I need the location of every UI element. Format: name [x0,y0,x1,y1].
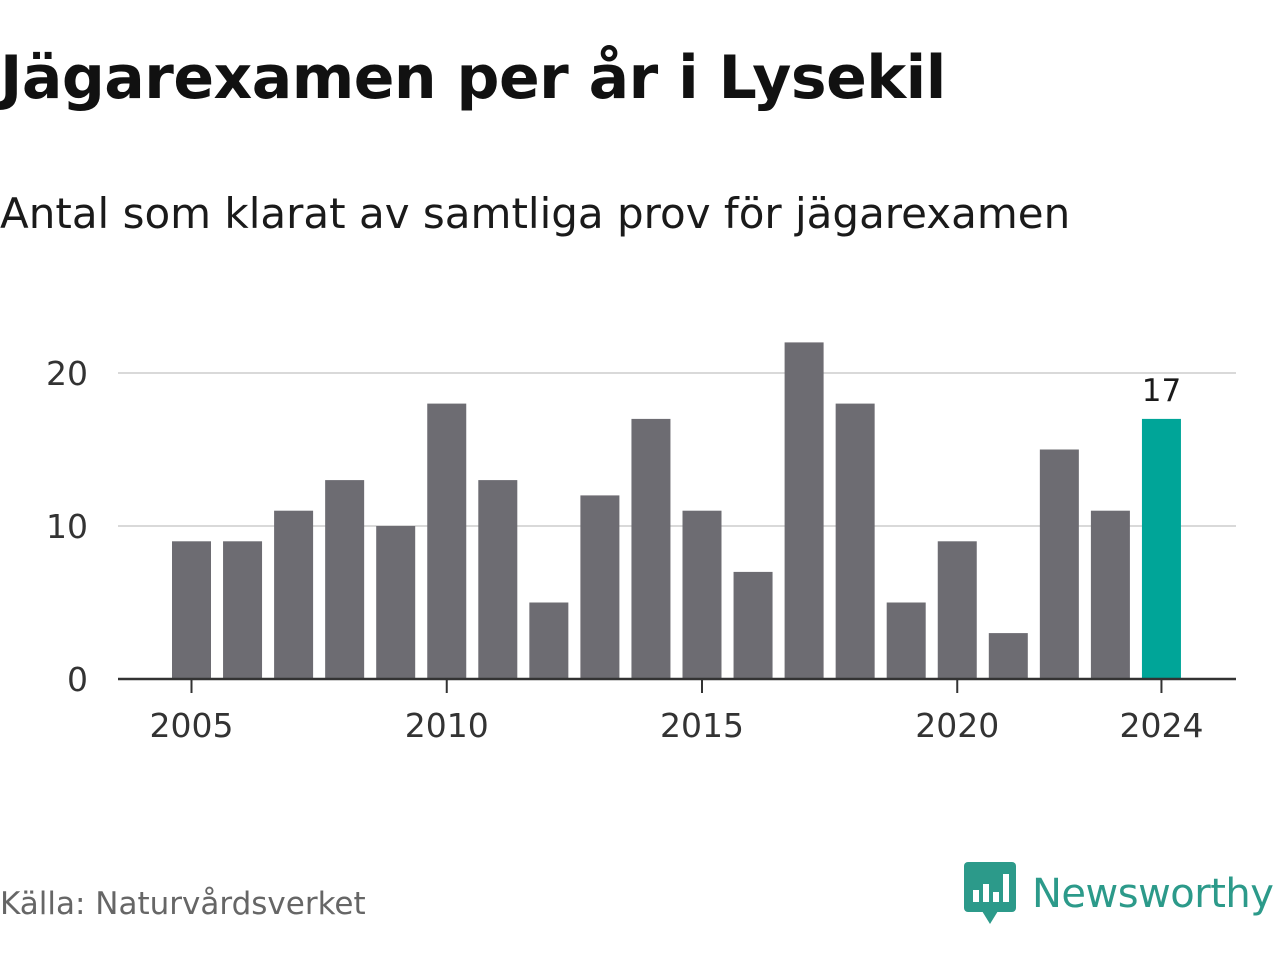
bar [427,403,467,679]
bar-highlight [1141,418,1181,679]
bar [631,418,671,679]
bar [937,541,977,679]
y-tick-label: 20 [46,354,88,393]
bar [325,480,365,679]
chart-title: Jägarexamen per år i Lysekil [0,43,946,113]
bar [274,510,314,679]
x-tick-label: 2015 [660,706,744,745]
bar [1090,510,1130,679]
axes [118,677,1236,693]
bar [835,403,875,679]
y-tick-label: 10 [46,507,88,546]
bar [376,526,416,679]
bar [529,602,569,679]
brand-logo: Newsworthy [964,862,1274,926]
bar [733,571,773,679]
x-tick-label: 2024 [1119,706,1203,745]
y-tick-label: 0 [67,660,88,699]
x-tick-label: 2020 [915,706,999,745]
labels: 0 10 20 2005 2010 2015 2020 2024 17 [46,354,1203,745]
bar [1039,449,1079,679]
brand-name: Newsworthy [1032,871,1274,917]
bar [886,602,926,679]
bar [172,541,211,679]
bar [223,541,263,679]
source-note: Källa: Naturvårdsverket [0,886,366,922]
bar [478,480,518,679]
bar [682,510,722,679]
bar [580,495,620,679]
bars [172,342,1181,679]
bar-value-label: 17 [1142,373,1181,409]
x-tick-label: 2010 [405,706,489,745]
newsworthy-logo-icon [964,862,1016,924]
bar [988,633,1028,679]
x-tick-label: 2005 [150,706,234,745]
bar [784,342,824,679]
chart-subtitle: Antal som klarat av samtliga prov för jä… [0,189,1071,238]
